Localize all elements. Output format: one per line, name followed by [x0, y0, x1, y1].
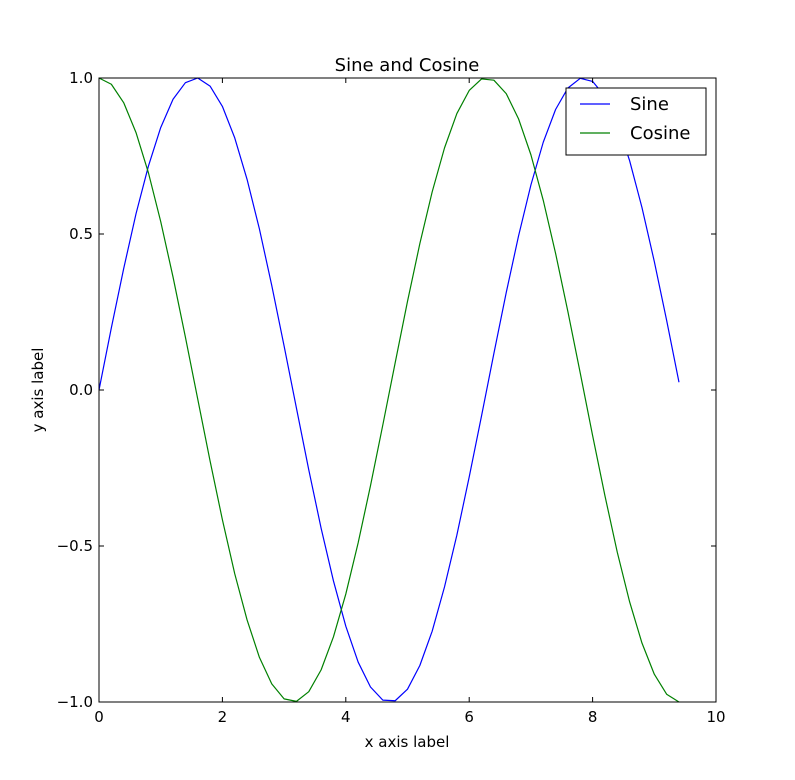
x-tick-label: 2: [218, 708, 228, 726]
tick-layer: 0 2 4 6 8 10 1.0 0.5 0.0 −0.5 −1.0: [57, 69, 726, 726]
legend: Sine Cosine: [565, 87, 707, 156]
y-tick-label: 0.0: [69, 381, 93, 399]
chart-title: Sine and Cosine: [335, 55, 480, 76]
y-axis-label: y axis label: [29, 348, 47, 433]
series-line-cosine: [98, 77, 680, 703]
series-line-sine: [98, 77, 680, 702]
x-tick-label: 0: [94, 708, 104, 726]
y-tick-label: 0.5: [69, 225, 93, 243]
legend-label-cosine: Cosine: [630, 123, 690, 144]
x-tick-label: 4: [341, 708, 351, 726]
y-tick-label: 1.0: [69, 69, 93, 87]
x-tick-label: 6: [464, 708, 474, 726]
y-tick-label: −0.5: [57, 537, 93, 555]
plot-frame: [98, 77, 717, 703]
legend-box: [565, 87, 707, 156]
legend-label-sine: Sine: [630, 94, 669, 115]
x-tick-label: 8: [588, 708, 598, 726]
x-axis-label: x axis label: [365, 733, 450, 751]
series-layer: [98, 77, 680, 703]
x-tick-label: 10: [706, 708, 725, 726]
y-tick-label: −1.0: [57, 693, 93, 711]
